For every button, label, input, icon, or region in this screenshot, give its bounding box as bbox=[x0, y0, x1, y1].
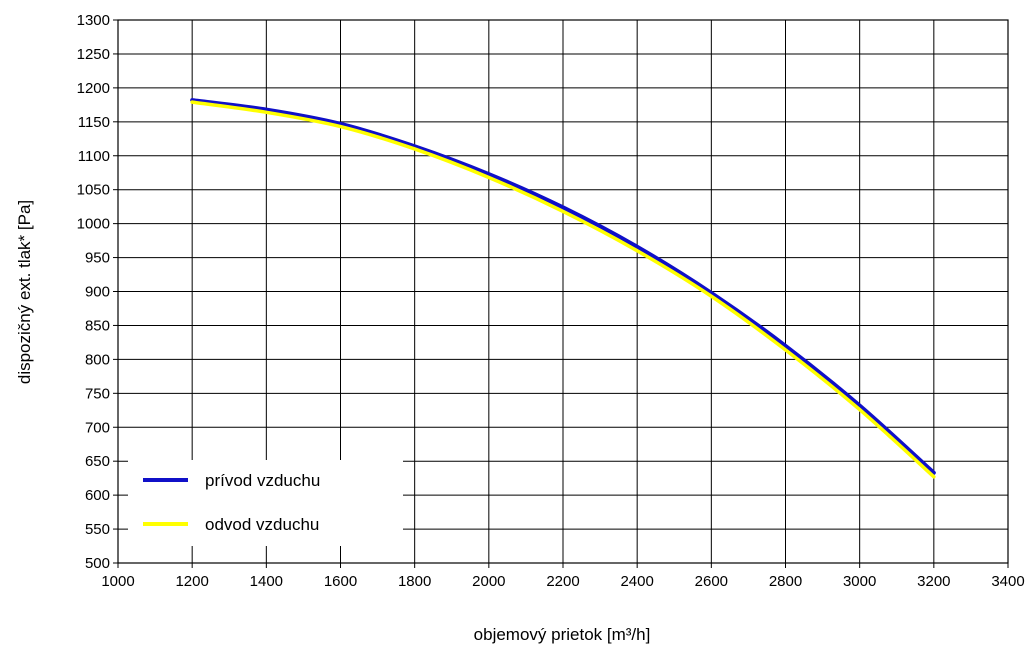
y-tick-label: 500 bbox=[85, 555, 110, 572]
legend-box bbox=[128, 460, 403, 546]
y-tick-label: 1100 bbox=[78, 148, 110, 165]
y-tick-label: 800 bbox=[85, 351, 110, 368]
legend-label: prívod vzduchu bbox=[205, 471, 320, 490]
x-tick-label: 3000 bbox=[843, 573, 876, 590]
x-tick-label: 2600 bbox=[695, 573, 728, 590]
y-tick-label: 1300 bbox=[77, 12, 110, 29]
plot-area-border bbox=[117, 19, 1009, 564]
x-tick-label: 2200 bbox=[546, 573, 579, 590]
series-layer bbox=[190, 98, 936, 479]
x-tick-label: 3200 bbox=[917, 573, 950, 590]
x-tick-label: 2000 bbox=[472, 573, 505, 590]
y-tick-label: 1250 bbox=[77, 46, 110, 63]
y-tick-label: 1150 bbox=[78, 114, 110, 131]
x-tick-label: 1200 bbox=[175, 573, 208, 590]
y-tick-label: 850 bbox=[85, 317, 110, 334]
y-tick-label: 1050 bbox=[77, 182, 110, 199]
x-tick-label: 1800 bbox=[398, 573, 431, 590]
series-line-odvod bbox=[190, 100, 936, 479]
y-tick-label: 900 bbox=[85, 284, 110, 301]
y-axis-label: dispozičný ext. tlak* [Pa] bbox=[15, 200, 34, 384]
legend-label: odvod vzduchu bbox=[205, 515, 319, 534]
y-tick-label: 700 bbox=[85, 419, 110, 436]
y-tick-label: 550 bbox=[85, 521, 110, 538]
x-axis-label: objemový prietok [m³/h] bbox=[474, 625, 651, 644]
legend: prívod vzduchu odvod vzduchu bbox=[128, 460, 403, 546]
y-tick-label: 750 bbox=[85, 385, 110, 402]
y-tick-label: 600 bbox=[85, 487, 110, 504]
x-tick-label: 2800 bbox=[769, 573, 802, 590]
x-tick-label: 3400 bbox=[991, 573, 1024, 590]
y-tick-label: 1200 bbox=[77, 80, 110, 97]
x-tick-label: 1600 bbox=[324, 573, 357, 590]
x-tick-label: 1400 bbox=[250, 573, 283, 590]
axes: 1000 1200 1400 1600 1800 2000 2200 2400 2600 2800… bbox=[77, 12, 1025, 590]
series-line-privod bbox=[190, 98, 936, 475]
y-tick-label: 1000 bbox=[77, 216, 110, 233]
y-tick-label: 950 bbox=[85, 250, 110, 267]
x-tick-label: 2400 bbox=[620, 573, 653, 590]
y-tick-label: 650 bbox=[85, 453, 110, 470]
x-tick-label: 1000 bbox=[101, 573, 134, 590]
